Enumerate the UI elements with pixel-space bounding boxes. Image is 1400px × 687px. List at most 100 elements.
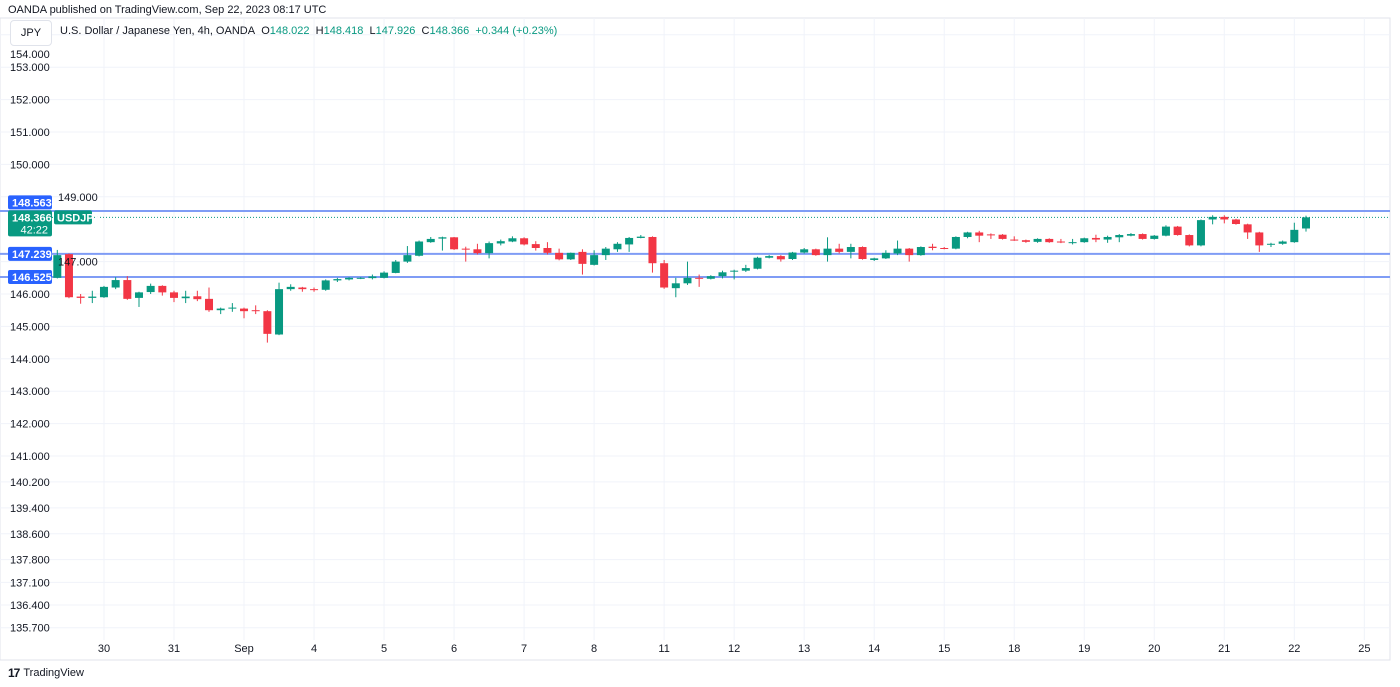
candle-body [986, 234, 995, 236]
time-tick-label: 12 [728, 643, 740, 655]
candle-body [1255, 232, 1264, 246]
candle-up [181, 290, 190, 304]
candle-body [88, 296, 97, 298]
candle-body [893, 248, 902, 254]
candle-down [310, 287, 319, 292]
candle-body [578, 251, 587, 264]
bar-countdown: 42:22 [20, 224, 48, 236]
candle-body [415, 241, 424, 256]
candle-body [146, 285, 155, 293]
candle-down [298, 286, 307, 292]
brand-name: TradingView [23, 667, 84, 679]
candle-body [975, 232, 984, 236]
candle-up [438, 236, 447, 251]
candle-body [998, 234, 1007, 239]
horizontal-levels [0, 209, 1390, 278]
candle-down [193, 290, 202, 302]
candle-up [601, 247, 610, 260]
candle-up [963, 231, 972, 239]
legend-open: 148.022 [269, 25, 310, 37]
legend-low-label: L [369, 25, 376, 37]
candle-body [916, 247, 925, 256]
time-tick-label: Sep [234, 643, 254, 655]
candle-down [1010, 236, 1019, 241]
candle-up [496, 239, 505, 246]
time-tick-label: 30 [98, 643, 110, 655]
candle-up [706, 275, 715, 280]
candle-body [951, 236, 960, 249]
candle-up [426, 236, 435, 243]
candle-up [625, 236, 634, 252]
time-tick-label: 15 [938, 643, 950, 655]
candle-body [181, 296, 190, 299]
candle-body [1091, 237, 1100, 240]
candle-up [753, 256, 762, 270]
candle-body [1126, 234, 1135, 236]
price-tick-label: 141.000 [10, 451, 50, 463]
candle-body [1266, 243, 1275, 245]
candle-down [986, 233, 995, 239]
candle-up [788, 251, 797, 260]
candle-body [170, 292, 178, 298]
grid [0, 17, 1391, 661]
candle-up [1150, 235, 1159, 240]
price-tick-label: 154.000 [10, 49, 50, 61]
candle-body [905, 248, 914, 256]
time-axis[interactable]: 30 31 Sep 4 5 6 7 8 11 12 13 14 15 18 19 20 21 22 25 [98, 643, 1371, 655]
level-label-box [8, 246, 52, 261]
candle-up [216, 307, 225, 315]
candle-body [1231, 219, 1240, 225]
candle-body [99, 286, 108, 298]
candle-body [158, 285, 167, 293]
time-tick-label: 31 [168, 643, 180, 655]
candle-up [1161, 225, 1170, 237]
candle-body [123, 280, 132, 299]
candle-down [1173, 225, 1182, 236]
candle-down [158, 285, 167, 296]
tradingview-logo-icon: 17 [8, 666, 20, 680]
price-tick-label: 139.400 [10, 503, 50, 515]
candle-body [718, 272, 727, 277]
candle-body [1290, 229, 1299, 243]
candle-up [111, 277, 120, 290]
candle-down [543, 242, 552, 255]
candle-down [263, 310, 272, 343]
candle-body [520, 238, 529, 245]
candle-down [1091, 234, 1100, 243]
candle-body [356, 277, 365, 279]
candle-body [858, 247, 867, 260]
current-price-box [8, 210, 52, 237]
candle-body [881, 252, 890, 259]
candle-body [648, 236, 657, 264]
candle-down [648, 236, 657, 273]
time-tick-label: 4 [311, 643, 317, 655]
candle-up [823, 237, 832, 262]
price-tick-label: 150.000 [10, 159, 50, 171]
candle-up [1266, 242, 1275, 248]
candle-up [391, 259, 400, 274]
candle-down [64, 253, 73, 299]
candle-body [1220, 216, 1229, 220]
candle-down [578, 249, 587, 275]
symbol-search-button[interactable]: JPY [10, 20, 52, 46]
candle-up [1208, 215, 1217, 225]
price-tick-label: 149.000 [58, 192, 98, 204]
candle-body [1161, 226, 1170, 236]
candle-down [170, 290, 178, 303]
candle-up [1126, 233, 1135, 237]
candle-down [240, 307, 249, 319]
candle-up [951, 236, 960, 250]
candle-body [1185, 235, 1194, 246]
candle-body [800, 249, 809, 253]
candle-body [275, 289, 284, 335]
tradingview-brand[interactable]: 17 TradingView [8, 666, 84, 680]
candle-body [601, 248, 610, 256]
current-price-label: 148.366 [12, 212, 52, 224]
candle-up [88, 290, 97, 304]
candle-up [333, 277, 342, 283]
candle-body [450, 237, 459, 250]
time-tick-label: 11 [658, 643, 669, 655]
candle-up [380, 271, 389, 279]
